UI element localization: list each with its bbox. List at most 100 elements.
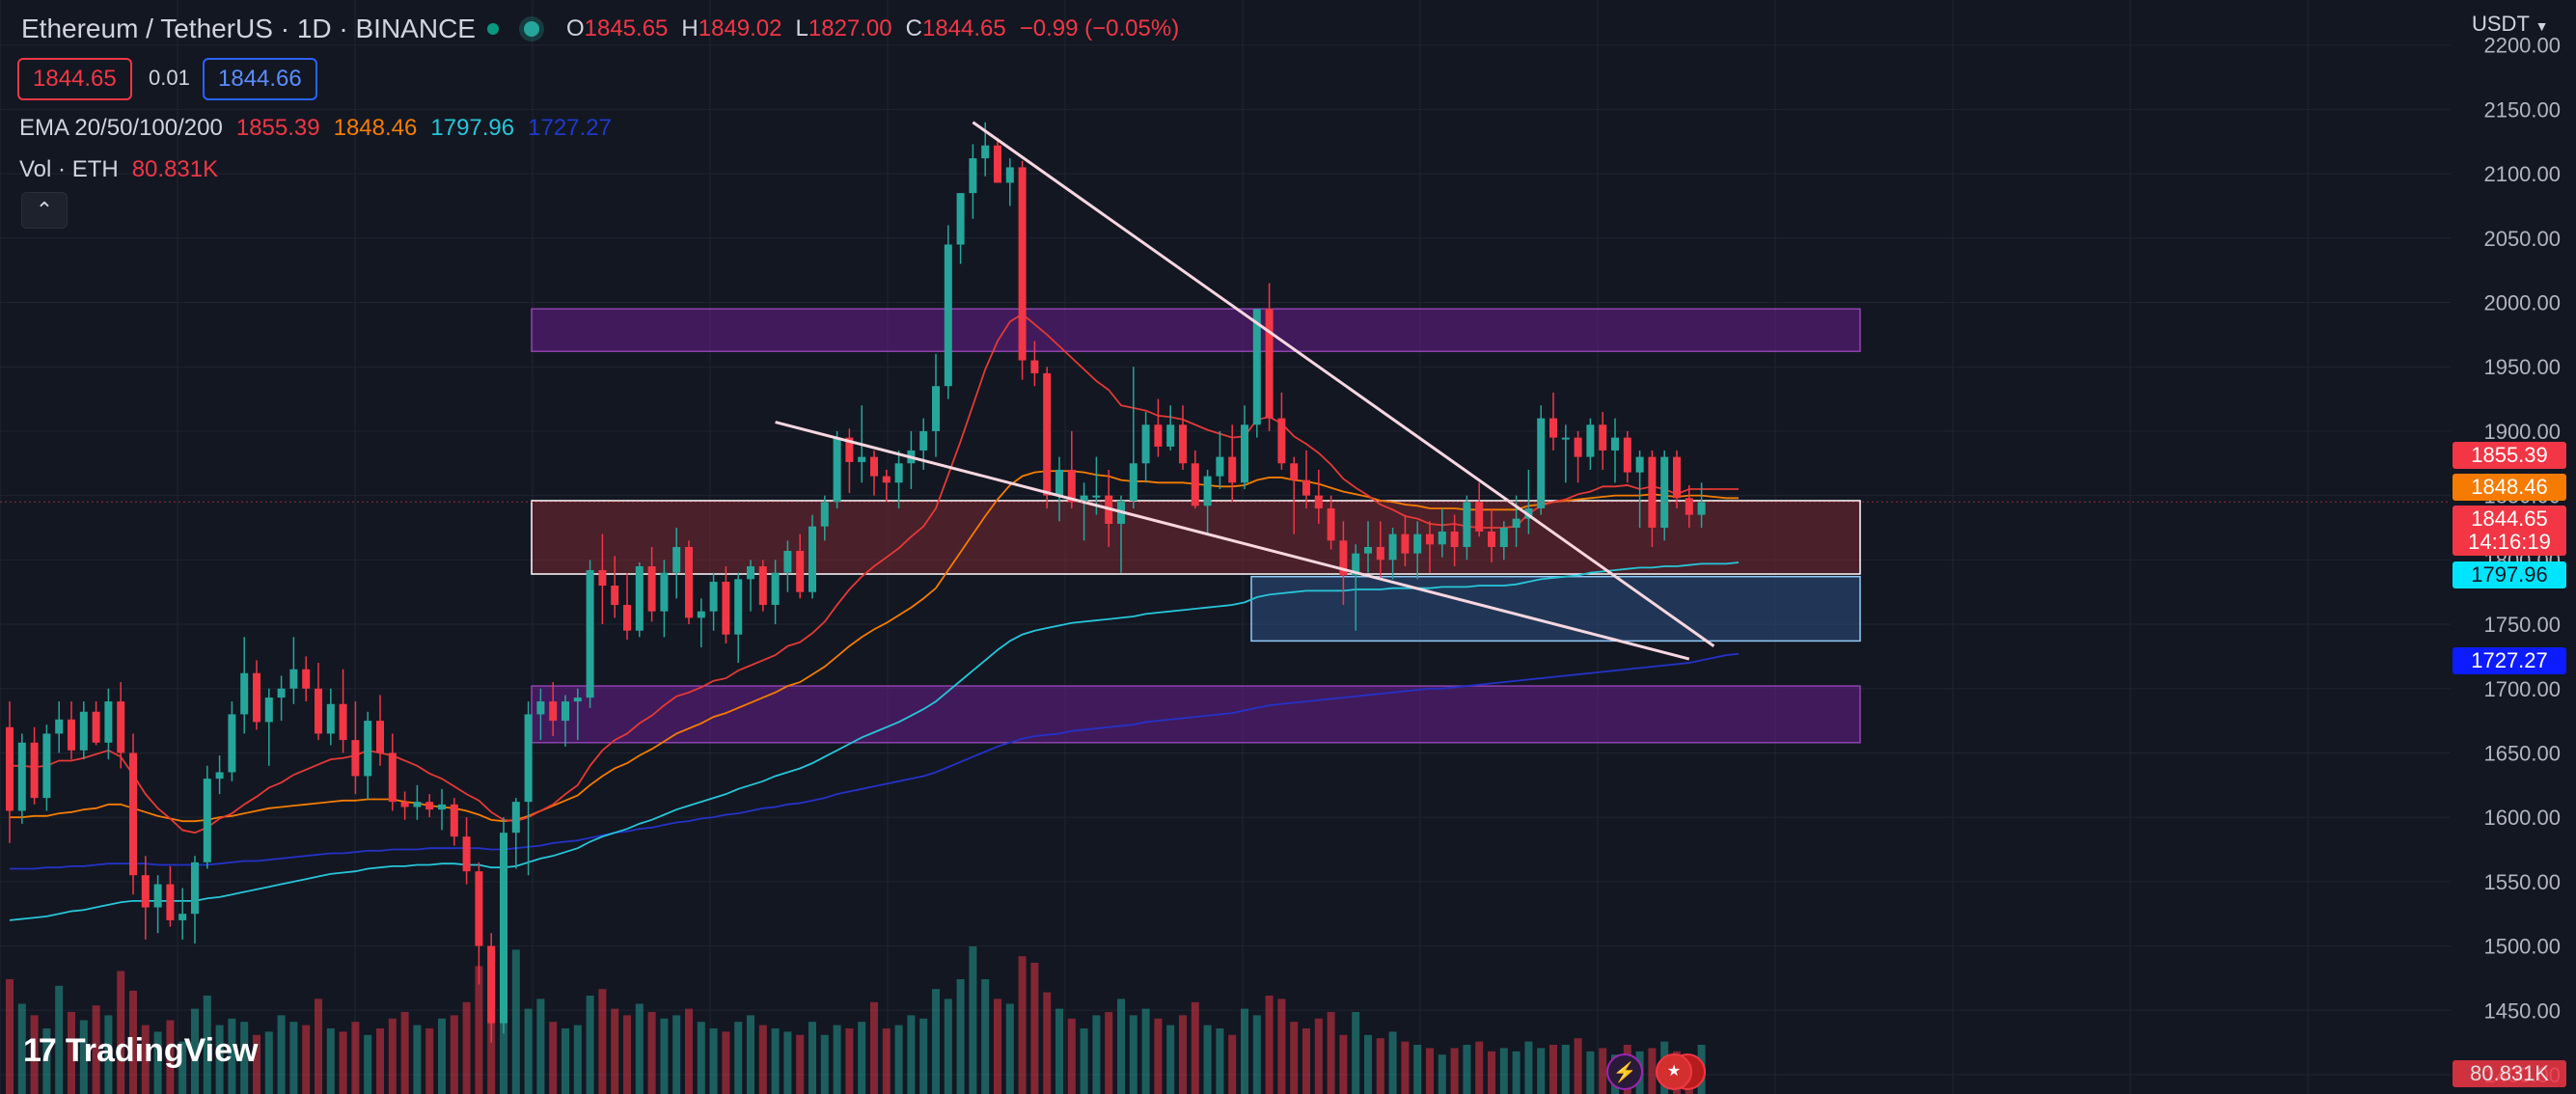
candle-body[interactable]	[1574, 437, 1582, 457]
candle-body[interactable]	[191, 862, 199, 915]
trendlines[interactable]	[775, 121, 1715, 661]
candle-body[interactable]	[623, 605, 631, 631]
candle-body[interactable]	[315, 688, 322, 734]
candle-body[interactable]	[1697, 502, 1706, 515]
candle-body[interactable]	[994, 145, 1001, 183]
candle-body[interactable]	[450, 804, 458, 837]
candle-body[interactable]	[1302, 479, 1310, 496]
candle-body[interactable]	[92, 711, 100, 743]
candle-body[interactable]	[697, 611, 705, 618]
candle-body[interactable]	[894, 463, 903, 483]
candle-body[interactable]	[1327, 507, 1335, 541]
candle-body[interactable]	[228, 714, 236, 773]
candle-body[interactable]	[487, 945, 496, 1024]
candle-body[interactable]	[388, 752, 397, 803]
candle-body[interactable]	[17, 742, 26, 811]
candle-body[interactable]	[1129, 463, 1137, 501]
candle-body[interactable]	[326, 703, 335, 734]
candle-body[interactable]	[882, 476, 891, 483]
buy-price-button[interactable]: 1844.66	[203, 58, 317, 100]
volume-legend[interactable]: Vol · ETH 80.831K	[19, 156, 218, 183]
trendline-descending-resistance[interactable]	[972, 121, 1715, 647]
candle-body[interactable]	[1166, 424, 1175, 447]
candle-body[interactable]	[685, 547, 693, 618]
candle-body[interactable]	[1450, 531, 1459, 547]
candle-body[interactable]	[1265, 309, 1274, 419]
candle-body[interactable]	[215, 772, 224, 779]
candle-body[interactable]	[722, 582, 730, 635]
candle-body[interactable]	[511, 802, 520, 834]
candle-body[interactable]	[562, 701, 569, 722]
candle-body[interactable]	[438, 804, 446, 810]
candle-body[interactable]	[1339, 540, 1348, 576]
lightning-icon[interactable]: ⚡	[1606, 1053, 1643, 1090]
candle-body[interactable]	[672, 547, 681, 573]
candle-body[interactable]	[462, 836, 471, 872]
candle-body[interactable]	[758, 566, 767, 606]
trendline-descending-support[interactable]	[775, 421, 1690, 661]
candle-body[interactable]	[364, 721, 372, 777]
candle-body[interactable]	[1561, 437, 1570, 440]
candle-body[interactable]	[1203, 476, 1212, 506]
candle-body[interactable]	[1660, 456, 1669, 528]
candle-body[interactable]	[1376, 547, 1384, 561]
symbol-header[interactable]: Ethereum / TetherUS · 1D · BINANCE O1845…	[21, 14, 1179, 44]
candle-body[interactable]	[277, 688, 286, 698]
candle-body[interactable]	[178, 914, 187, 920]
candle-body[interactable]	[1499, 527, 1508, 547]
candle-body[interactable]	[1388, 533, 1397, 561]
candle-body[interactable]	[1290, 463, 1299, 480]
candle-body[interactable]	[1191, 463, 1199, 506]
candle-body[interactable]	[302, 669, 311, 689]
candle-body[interactable]	[117, 701, 125, 753]
candle-body[interactable]	[1241, 424, 1248, 483]
candle-body[interactable]	[1537, 418, 1546, 508]
candle-body[interactable]	[734, 579, 743, 635]
candle-body[interactable]	[264, 697, 273, 723]
candle-body[interactable]	[1488, 531, 1495, 547]
candle-body[interactable]	[1685, 498, 1693, 515]
candle-body[interactable]	[598, 570, 607, 587]
candle-body[interactable]	[932, 386, 940, 431]
candle-body[interactable]	[660, 572, 669, 612]
candle-body[interactable]	[1005, 167, 1014, 183]
candle-body[interactable]	[104, 701, 113, 743]
candle-body[interactable]	[425, 802, 434, 810]
candle-body[interactable]	[1599, 424, 1607, 451]
candle-body[interactable]	[1549, 418, 1557, 438]
candle-body[interactable]	[1141, 424, 1150, 464]
candle-body[interactable]	[79, 711, 88, 751]
candle-body[interactable]	[635, 566, 644, 631]
candle-body[interactable]	[611, 586, 619, 606]
candle-body[interactable]	[1648, 456, 1657, 528]
candle-body[interactable]	[870, 456, 878, 477]
candle-body[interactable]	[141, 875, 150, 908]
candle-body[interactable]	[796, 551, 805, 592]
candle-body[interactable]	[1352, 553, 1360, 576]
candle-body[interactable]	[129, 752, 137, 876]
candle-body[interactable]	[400, 802, 409, 807]
candle-body[interactable]	[351, 740, 360, 777]
candle-body[interactable]	[586, 570, 594, 698]
candle-body[interactable]	[969, 158, 977, 194]
candlesticks[interactable]	[6, 122, 1706, 1043]
candle-body[interactable]	[1043, 372, 1052, 496]
tradingview-logo[interactable]: 17 TradingView	[23, 1032, 258, 1070]
candle-body[interactable]	[1179, 424, 1187, 464]
candle-body[interactable]	[1080, 495, 1088, 503]
candle-body[interactable]	[771, 572, 780, 606]
collapse-legend-button[interactable]: ⌃	[21, 192, 68, 229]
us-flag-icon[interactable]: ★	[1656, 1053, 1692, 1090]
symbol-title[interactable]: Ethereum / TetherUS · 1D · BINANCE	[21, 14, 476, 43]
currency-selector[interactable]: USDT ▼	[2472, 12, 2548, 37]
candle-body[interactable]	[240, 672, 249, 715]
candle-body[interactable]	[549, 701, 558, 722]
candle-body[interactable]	[820, 502, 829, 527]
candle-body[interactable]	[289, 669, 298, 689]
candle-body[interactable]	[1030, 360, 1039, 373]
candle-body[interactable]	[944, 244, 952, 387]
candle-body[interactable]	[808, 526, 816, 592]
candle-body[interactable]	[1623, 437, 1631, 473]
candle-body[interactable]	[1216, 456, 1224, 477]
